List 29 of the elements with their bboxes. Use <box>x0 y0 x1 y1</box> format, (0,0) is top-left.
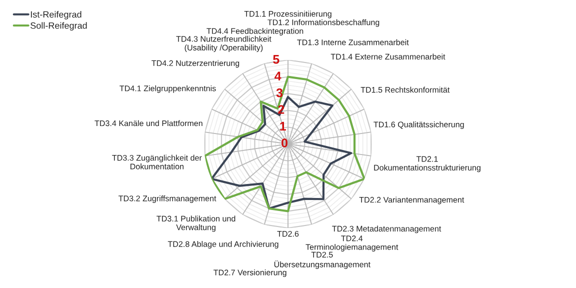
spoke-label: TD1.4 Externe Zusammenarbeit <box>330 54 446 60</box>
spoke-label: TD1.5 Rechtskonformität <box>360 86 450 93</box>
spoke-label: TD2.2 Variantenmanagement <box>359 196 464 204</box>
spoke-label: TD3.3 Zugänglichkeit der Dokumentation <box>112 154 202 170</box>
spoke-label: TD4.2 Nutzerzentrierung <box>152 60 240 68</box>
spoke-label: TD4.3 Nutzerfreundlichkeit (Usability /Operability) <box>176 36 272 52</box>
spoke-label: TD1.3 Interne Zusammenarbeit <box>297 39 409 46</box>
spoke-label: TD3.4 Kanäle und Plattformen <box>94 120 202 126</box>
y-tick-label: 4 <box>274 72 282 80</box>
spoke-label: TD2.1 Dokumentationsstrukturierung <box>374 156 480 172</box>
spoke-label: TD4.1 Zielgruppenkenntnis <box>120 85 216 93</box>
legend-label: Soll-Reifegrad <box>30 22 87 31</box>
spoke-label: TD2.8 Ablage und Archivierung <box>168 241 278 249</box>
spoke-label: TD2.6 <box>277 230 299 237</box>
spoke-label: TD2.5 Übersetzungsmanagement <box>274 252 370 269</box>
y-tick-label: 0 <box>282 138 288 148</box>
spoke-label: TD1.6 Qualitätssicherung <box>374 121 464 129</box>
legend-label: Ist-Reifegrad <box>30 11 82 20</box>
spoke-label: TD3.1 Publikation und Verwaltung <box>156 216 236 232</box>
spoke-label: TD2.7 Versionierung <box>214 269 286 277</box>
spoke-label: TD3.2 Zugriffsmanagement <box>118 195 216 203</box>
spoke-label: TD1.2 Informationsbeschaffung <box>268 19 380 27</box>
y-tick-label: 3 <box>276 88 283 98</box>
spoke-label: TD2.4 Terminologiemanagement <box>306 236 398 252</box>
y-tick-label: 1 <box>280 122 286 131</box>
spoke-label: TD4.4 Feedbackintegration <box>206 28 304 36</box>
spoke-label: TD2.3 Metadatenmanagement <box>332 226 442 234</box>
spoke-label: TD1.1 Prozessinitiierung <box>244 10 332 18</box>
y-tick-label: 5 <box>273 55 280 64</box>
